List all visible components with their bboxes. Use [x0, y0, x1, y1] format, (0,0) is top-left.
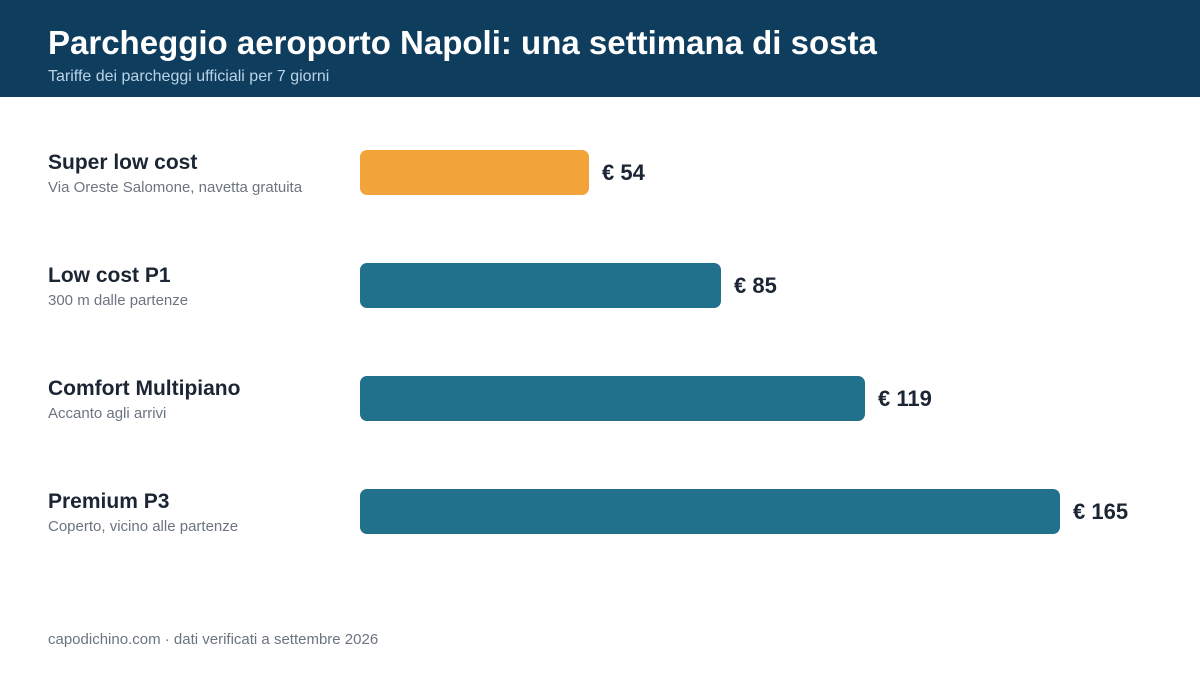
bar-value-label: € 119	[878, 386, 932, 411]
bar-value-label: € 165	[1073, 499, 1129, 524]
category-description: Via Oreste Salomone, navetta gratuita	[48, 179, 303, 196]
category-description: Coperto, vicino alle partenze	[48, 518, 239, 535]
bar-value-label: € 85	[734, 273, 777, 298]
category-label: Premium P3	[48, 490, 170, 513]
chart-row: Comfort Multipiano Accanto agli arrivi € 1…	[0, 369, 1200, 429]
chart-subtitle: Tariffe dei parcheggi ufficiali per 7 gi…	[48, 68, 330, 85]
bar	[360, 150, 589, 195]
source-footer: capodichino.com · dati verificati a sett…	[48, 631, 379, 648]
header-banner: Parcheggio aeroporto Napoli: una settima…	[0, 0, 1200, 97]
chart-row: Super low cost Via Oreste Salomone, navet…	[0, 143, 1200, 203]
category-label: Super low cost	[48, 151, 198, 174]
bar	[360, 376, 865, 421]
category-label: Low cost P1	[48, 264, 171, 287]
bar	[360, 489, 1060, 534]
chart-row: Low cost P1 300 m dalle partenze € 85	[0, 256, 1200, 316]
chart-title: Parcheggio aeroporto Napoli: una settima…	[48, 24, 877, 61]
bar	[360, 263, 721, 308]
bar-value-label: € 54	[602, 160, 645, 185]
category-label: Comfort Multipiano	[48, 377, 241, 400]
category-description: Accanto agli arrivi	[48, 405, 167, 422]
chart-row: Premium P3 Coperto, vicino alle partenze €…	[0, 482, 1200, 542]
category-description: 300 m dalle partenze	[48, 292, 189, 309]
